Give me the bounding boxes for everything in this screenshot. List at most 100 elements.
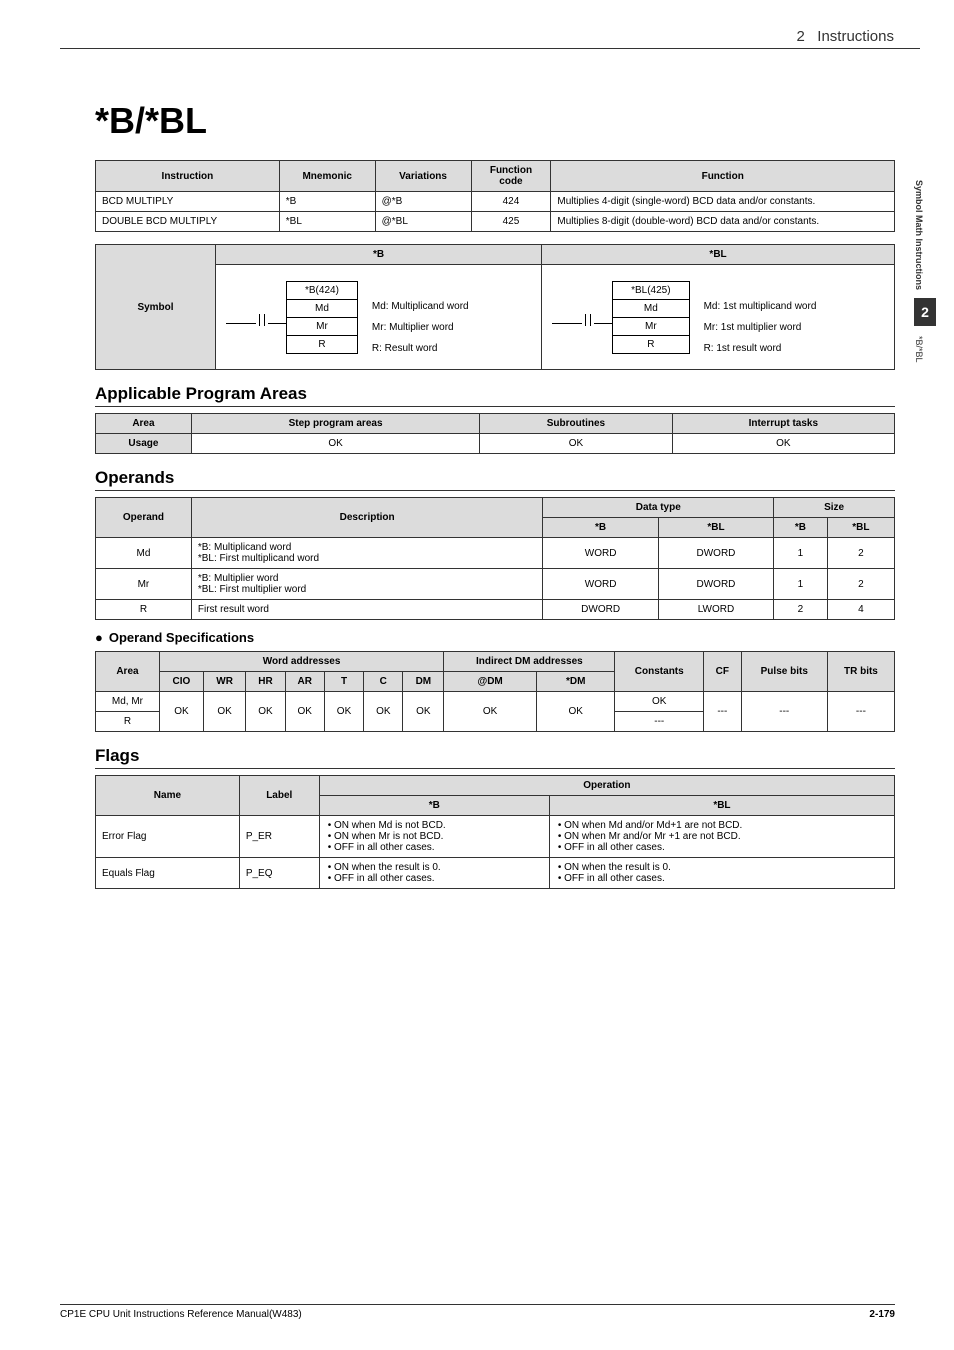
- heading-operands: Operands: [95, 468, 895, 491]
- table-row: Mr *B: Multiplier word *BL: First multip…: [96, 569, 895, 600]
- sidebar-chapter-num: 2: [914, 298, 936, 326]
- th: *B: [543, 518, 658, 538]
- cell: @*BL: [375, 212, 471, 232]
- cell: Multiplies 4-digit (single-word) BCD dat…: [551, 192, 895, 212]
- table-row: Error Flag P_ER ON when Md is not BCD. O…: [96, 816, 895, 858]
- cell-line: *BL: First multiplicand word: [198, 553, 537, 564]
- cell: OK: [364, 692, 403, 732]
- cell: WORD: [543, 538, 658, 569]
- inst-param: Mr: [287, 318, 357, 336]
- list-item: OFF in all other cases.: [558, 873, 888, 884]
- th: *BL: [658, 518, 773, 538]
- sidebar-category: Symbol Math Instructions: [914, 180, 924, 290]
- cell: ---: [704, 692, 742, 732]
- cell: 424: [471, 192, 551, 212]
- cell: P_ER: [239, 816, 319, 858]
- cell: WORD: [543, 569, 658, 600]
- th: *BL: [827, 518, 894, 538]
- sidebar-page-label: *B/*BL: [914, 336, 924, 363]
- cell: DWORD: [543, 600, 658, 620]
- th: Pulse bits: [741, 652, 827, 692]
- cell: *BL: [279, 212, 375, 232]
- cell: LWORD: [658, 600, 773, 620]
- cell: 4: [827, 600, 894, 620]
- footer: CP1E CPU Unit Instructions Reference Man…: [60, 1304, 895, 1320]
- th: *BL: [549, 796, 894, 816]
- cell: OK: [615, 692, 704, 712]
- cell: Multiplies 8-digit (double-word) BCD dat…: [551, 212, 895, 232]
- applicable-table: Area Step program areas Subroutines Inte…: [95, 413, 895, 454]
- cell-line: *BL: First multiplier word: [198, 584, 537, 595]
- th: *DM: [536, 672, 615, 692]
- list-item: ON when Md is not BCD.: [328, 820, 543, 831]
- symbol-table: Symbol *B *BL *B(424) Md Mr R: [95, 244, 895, 370]
- th-symbol: Symbol: [96, 245, 216, 370]
- inst-name: *BL(425): [613, 282, 688, 300]
- cell: ON when the result is 0. OFF in all othe…: [549, 858, 894, 889]
- inst-param: Md: [613, 300, 688, 318]
- th: DM: [403, 672, 444, 692]
- cell: *B: [279, 192, 375, 212]
- th: CF: [704, 652, 742, 692]
- header-section: 2 Instructions: [796, 28, 894, 45]
- th-function: Function: [551, 161, 895, 192]
- cell: P_EQ: [239, 858, 319, 889]
- cell: Equals Flag: [96, 858, 240, 889]
- th-variations: Variations: [375, 161, 471, 192]
- cell: DOUBLE BCD MULTIPLY: [96, 212, 280, 232]
- cell: ---: [741, 692, 827, 732]
- list-item: ON when Md and/or Md+1 are not BCD.: [558, 820, 888, 831]
- symbol-cell-bl: *BL(425) Md Mr R Md: 1st multiplicand wo…: [542, 265, 895, 370]
- heading-opspec: Operand Specifications: [95, 630, 895, 645]
- cell: OK: [536, 692, 615, 732]
- table-row: BCD MULTIPLY *B @*B 424 Multiplies 4-dig…: [96, 192, 895, 212]
- cell: Md: [96, 538, 192, 569]
- cell: ON when the result is 0. OFF in all othe…: [319, 858, 549, 889]
- cell: 425: [471, 212, 551, 232]
- table-row: Md, Mr OK OK OK OK OK OK OK OK OK OK ---…: [96, 692, 895, 712]
- inst-param: R: [613, 336, 688, 353]
- th: Data type: [543, 498, 774, 518]
- opspec-table: Area Word addresses Indirect DM addresse…: [95, 651, 895, 732]
- th: Word addresses: [159, 652, 443, 672]
- cell: ---: [827, 692, 894, 732]
- cell: 2: [827, 538, 894, 569]
- th: CIO: [159, 672, 203, 692]
- cell: OK: [191, 434, 479, 454]
- th: Constants: [615, 652, 704, 692]
- list-item: ON when the result is 0.: [328, 862, 543, 873]
- th: Interrupt tasks: [672, 414, 894, 434]
- th: WR: [203, 672, 245, 692]
- th: Description: [191, 498, 543, 538]
- inst-param: R: [287, 336, 357, 353]
- th-bl: *BL: [542, 245, 895, 265]
- cell: OK: [246, 692, 285, 732]
- th-funccode: Function code: [471, 161, 551, 192]
- list-item: ON when the result is 0.: [558, 862, 888, 873]
- cell: DWORD: [658, 538, 773, 569]
- param-label: R: Result word: [368, 338, 469, 359]
- list-item: ON when Mr and/or Mr +1 are not BCD.: [558, 831, 888, 842]
- heading-flags: Flags: [95, 746, 895, 769]
- list-item: OFF in all other cases.: [558, 842, 888, 853]
- header-section-num: 2: [796, 28, 804, 45]
- cell: OK: [444, 692, 537, 732]
- list-item: OFF in all other cases.: [328, 842, 543, 853]
- cell: ---: [615, 712, 704, 732]
- param-label: Md: 1st multiplicand word: [700, 296, 817, 317]
- th: Name: [96, 776, 240, 816]
- table-row: R First result word DWORD LWORD 2 4: [96, 600, 895, 620]
- footer-right: 2-179: [869, 1309, 895, 1320]
- th: Step program areas: [191, 414, 479, 434]
- cell: R: [96, 600, 192, 620]
- th: C: [364, 672, 403, 692]
- instruction-table: Instruction Mnemonic Variations Function…: [95, 160, 895, 232]
- header-section-title: Instructions: [817, 28, 894, 45]
- th: Label: [239, 776, 319, 816]
- operands-table: Operand Description Data type Size *B *B…: [95, 497, 895, 620]
- th: *B: [774, 518, 828, 538]
- th: Indirect DM addresses: [444, 652, 615, 672]
- param-label: Md: Multiplicand word: [368, 296, 469, 317]
- th: Operand: [96, 498, 192, 538]
- main-content: *B/*BL Instruction Mnemonic Variations F…: [95, 100, 895, 889]
